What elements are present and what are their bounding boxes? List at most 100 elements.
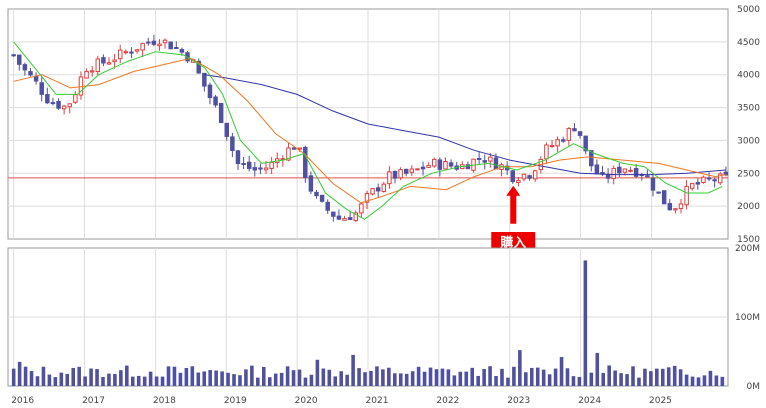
candle-up [549,145,555,148]
volume-bar [529,367,534,386]
volume-bar [446,369,451,386]
candle-down [11,54,16,57]
volume-bar [535,367,540,386]
candle-up [701,176,706,184]
candle-up [123,51,129,54]
x-tick: 2025 [649,396,672,406]
volume-bar [107,373,111,386]
volume-bar [172,366,177,386]
volume-bar [375,366,379,386]
ma-medium-line [13,57,726,204]
candle-down [706,177,712,180]
volume-bar [452,375,457,386]
candle-up [516,180,521,184]
candle-down [650,177,656,191]
candle-up [689,183,695,189]
candle-down [510,170,516,183]
volume-bar [208,370,212,386]
candle-down [633,167,639,177]
candle-up [566,127,572,141]
volume-bar [309,374,314,386]
candle-up [342,218,347,221]
candles [11,34,729,223]
candle-up [263,167,269,171]
volume-bar [488,366,492,386]
volume-bar [494,376,498,386]
price-y-tick: 3000 [737,136,760,146]
candle-down [39,82,44,95]
candle-down [33,75,39,82]
candle-down [224,122,230,137]
candle-down [258,167,263,170]
candle-down [577,131,583,136]
volume-bar [702,375,707,386]
candle-down [617,166,622,174]
price-y-tick: 5000 [737,5,760,15]
candle-down [645,175,650,178]
volume-bar [250,365,254,386]
candle-down [22,64,28,71]
candle-down [605,174,611,179]
volume-bar [458,371,463,386]
volume-bar [589,372,594,386]
candle-down [45,94,50,104]
candle-up [673,208,678,211]
volume-bar [482,369,486,386]
volume-grid [8,248,728,386]
candle-down [213,96,218,106]
volume-bar [643,368,647,386]
candle-down [583,135,588,152]
volume-bar [672,365,677,386]
volume-bar [565,368,570,386]
volume-bar [547,374,552,386]
x-tick: 2021 [366,396,389,406]
candle-up [611,167,616,180]
volume-bar [464,371,469,386]
x-tick: 2019 [224,396,247,406]
candle-up [521,173,527,180]
volume-bar [214,370,218,386]
ma-long-line [204,74,726,176]
volume-bar [256,377,260,386]
price-y-ticks: 5000 4500 4000 3500 3000 2500 2000 1500 [737,5,760,245]
volume-y-ticks: 200M 100M 0M [735,244,760,392]
volume-bar [273,373,278,386]
candle-down [420,166,426,170]
candle-down [589,150,594,167]
candle-down [174,47,179,50]
volume-bar [184,368,189,386]
x-tick: 2016 [11,396,34,406]
volume-bar [41,366,46,386]
candle-down [712,179,717,182]
volume-y-tick: 200M [735,244,760,254]
volume-bar [315,359,320,386]
volume-bar [130,376,135,386]
volume-bar [559,357,564,386]
volume-bar [95,369,99,386]
volume-bar [506,377,510,386]
price-y-tick: 4000 [737,71,760,81]
ma-short-line [13,41,723,220]
volume-bar [23,366,28,386]
candle-down [448,162,454,167]
candle-up [61,105,67,110]
candle-down [347,217,353,221]
candle-down [101,57,106,64]
volume-bar [267,377,272,386]
volume-bar [595,352,600,386]
candle-up [532,170,538,180]
volume-bar [583,260,588,386]
volume-bar [512,366,516,386]
x-tick: 2024 [578,396,601,406]
candle-up [381,183,387,193]
candle-down [331,211,336,217]
candle-down [527,175,532,179]
volume-bar [166,366,171,386]
volume-bar [440,368,445,386]
candle-down [375,187,381,192]
candle-up [112,59,117,63]
price-panel: 5000 4500 4000 3500 3000 2500 2000 1500 購入 [7,5,760,252]
volume-bar [297,369,302,386]
candle-up [364,193,370,203]
candle-up [269,161,274,169]
